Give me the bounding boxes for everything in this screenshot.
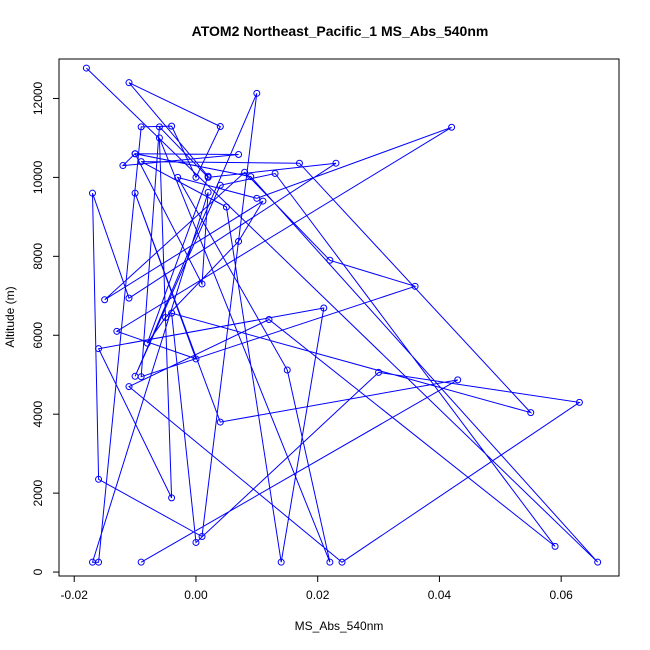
- data-point: [326, 558, 334, 566]
- data-point: [198, 280, 206, 288]
- data-point: [235, 151, 243, 159]
- data-point: [320, 304, 328, 312]
- data-point: [168, 122, 176, 130]
- data-point: [168, 309, 176, 317]
- chart-title: ATOM2 Northeast_Pacific_1 MS_Abs_540nm: [192, 23, 489, 39]
- data-point: [259, 197, 267, 205]
- data-point: [216, 122, 224, 130]
- data-point: [216, 418, 224, 426]
- x-axis-label: MS_Abs_540nm: [295, 619, 384, 633]
- x-tick-label: -0.02: [61, 588, 89, 602]
- data-point: [125, 383, 133, 391]
- y-axis: 0 2000 4000 6000 8000 10000 12000: [31, 81, 60, 575]
- data-point: [119, 162, 127, 170]
- data-point: [162, 314, 170, 321]
- data-point: [143, 339, 151, 347]
- data-point: [204, 188, 212, 196]
- data-point: [101, 296, 109, 304]
- data-point: [326, 256, 334, 264]
- data-point: [594, 558, 602, 566]
- x-tick-label: 0.06: [549, 588, 573, 602]
- data-point: [131, 372, 139, 380]
- data-point: [137, 123, 145, 131]
- series-line: [86, 67, 599, 563]
- data-point: [192, 538, 200, 546]
- data-point: [155, 123, 163, 131]
- y-tick-label: 4000: [31, 401, 45, 428]
- data-point: [204, 173, 212, 181]
- x-tick-label: 0.04: [428, 588, 452, 602]
- y-tick-label: 12000: [31, 81, 45, 115]
- data-point: [448, 123, 456, 131]
- series-layer: [82, 64, 602, 566]
- x-tick-label: 0.00: [184, 588, 208, 602]
- data-point: [375, 368, 383, 376]
- data-point: [216, 181, 224, 189]
- data-point: [198, 533, 206, 541]
- y-tick-label: 8000: [31, 243, 45, 270]
- data-point: [82, 64, 90, 72]
- data-point: [247, 173, 255, 181]
- data-point: [411, 282, 419, 290]
- data-point: [277, 558, 285, 566]
- data-point: [131, 189, 139, 197]
- data-point: [253, 194, 261, 202]
- y-tick-label: 10000: [31, 160, 45, 194]
- data-point: [271, 169, 279, 177]
- data-point: [131, 150, 139, 158]
- data-point: [155, 134, 163, 142]
- data-point: [192, 173, 200, 181]
- y-tick-label: 6000: [31, 322, 45, 349]
- data-point: [265, 315, 273, 323]
- data-point: [137, 558, 145, 566]
- data-point: [295, 159, 303, 167]
- data-point: [527, 409, 535, 417]
- data-point: [222, 203, 230, 211]
- data-point: [95, 345, 103, 353]
- y-axis-label: Altitude (m): [3, 286, 17, 347]
- data-point: [88, 189, 96, 197]
- data-point: [235, 237, 243, 245]
- data-point: [283, 366, 291, 374]
- data-point: [137, 158, 145, 166]
- x-tick-label: 0.02: [306, 588, 330, 602]
- data-point: [125, 294, 133, 302]
- data-point: [551, 542, 559, 550]
- data-point: [253, 89, 261, 97]
- data-point: [241, 168, 249, 176]
- data-point: [174, 173, 182, 181]
- data-point: [95, 475, 103, 483]
- data-point: [125, 79, 133, 87]
- data-point: [113, 327, 121, 335]
- data-point: [338, 558, 346, 566]
- data-point: [168, 494, 176, 502]
- data-point: [575, 398, 583, 406]
- data-point: [192, 355, 200, 363]
- y-tick-label: 2000: [31, 479, 45, 506]
- y-tick-label: 0: [31, 568, 45, 575]
- x-axis: -0.02 0.00 0.02 0.04 0.06: [61, 575, 573, 602]
- data-point: [95, 558, 103, 566]
- plot-area-border: [58, 58, 620, 577]
- data-point: [332, 159, 340, 167]
- data-point: [454, 376, 462, 384]
